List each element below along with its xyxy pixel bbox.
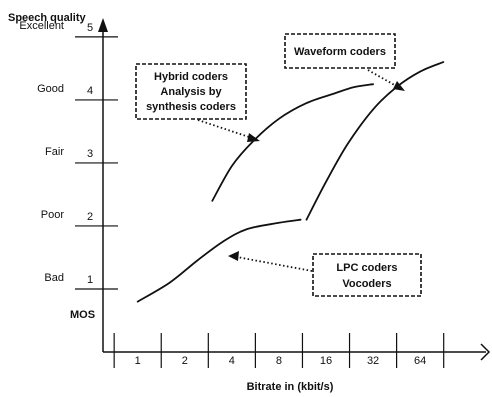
- x-tick-label-2: 2: [182, 355, 188, 367]
- lpc-coders-arrowhead: [228, 251, 239, 261]
- x-tick-label-1: 1: [135, 355, 141, 367]
- x-tick-label-16: 16: [320, 355, 332, 367]
- y-tick-value-1: 1: [87, 274, 93, 286]
- x-tick-label-32: 32: [367, 355, 379, 367]
- hybrid-coders-line-1: Hybrid coders: [154, 71, 228, 83]
- y-tick-value-4: 4: [87, 85, 93, 97]
- x-tick-label-8: 8: [276, 355, 282, 367]
- y-tick-quality-fair: Fair: [45, 146, 64, 158]
- lpc-coders-annotation: LPC coders Vocoders: [228, 251, 422, 297]
- curves: [136, 61, 445, 303]
- y-tick-quality-excellent: Excellent: [19, 20, 64, 32]
- y-axis-arrowhead: [98, 18, 108, 32]
- waveform-coders-arrowhead: [393, 81, 405, 91]
- lpc-coders-leader: [236, 256, 313, 272]
- y-tick-quality-good: Good: [37, 83, 64, 95]
- hybrid-coders-line-2: Analysis by: [160, 86, 222, 98]
- y-tick-value-3: 3: [87, 148, 93, 160]
- waveform-coder-curve: [305, 61, 445, 221]
- x-tick-label-64: 64: [414, 355, 426, 367]
- waveform-coders-label: Waveform coders: [294, 46, 386, 58]
- lpc-vocoder-curve: [136, 218, 302, 303]
- y-tick-value-2: 2: [87, 211, 93, 223]
- x-tick-label-4: 4: [229, 355, 235, 367]
- hybrid-coders-box: [135, 63, 247, 120]
- waveform-coders-leader: [367, 69, 399, 88]
- x-axis-arrowhead: [480, 343, 491, 361]
- y-axis-title: Speech quality: [8, 12, 87, 24]
- y-tick-quality-poor: Poor: [41, 209, 65, 221]
- lpc-coders-box: [312, 253, 422, 297]
- waveform-coders-box: [284, 33, 396, 69]
- hybrid-coders-arrowhead: [247, 133, 260, 142]
- lpc-coders-line-1: LPC coders: [336, 262, 397, 274]
- y-ticks: 1 Bad 2 Poor 3 Fair 4 Good 5 Excellent: [19, 20, 118, 290]
- hybrid-coders-line-3: synthesis coders: [146, 101, 236, 113]
- hybrid-coder-curve: [211, 83, 374, 202]
- x-ticks: 1 2 4 8 16 32 64: [113, 333, 445, 368]
- y-tick-quality-bad: Bad: [44, 272, 64, 284]
- mos-label: MOS: [70, 309, 95, 321]
- lpc-coders-line-2: Vocoders: [342, 278, 391, 290]
- waveform-coders-annotation: Waveform coders: [284, 33, 405, 91]
- x-axis-title: Bitrate in (kbit/s): [247, 381, 334, 393]
- hybrid-coders-annotation: Hybrid coders Analysis by synthesis code…: [135, 63, 260, 142]
- y-tick-value-5: 5: [87, 22, 93, 34]
- hybrid-coders-leader: [197, 119, 253, 139]
